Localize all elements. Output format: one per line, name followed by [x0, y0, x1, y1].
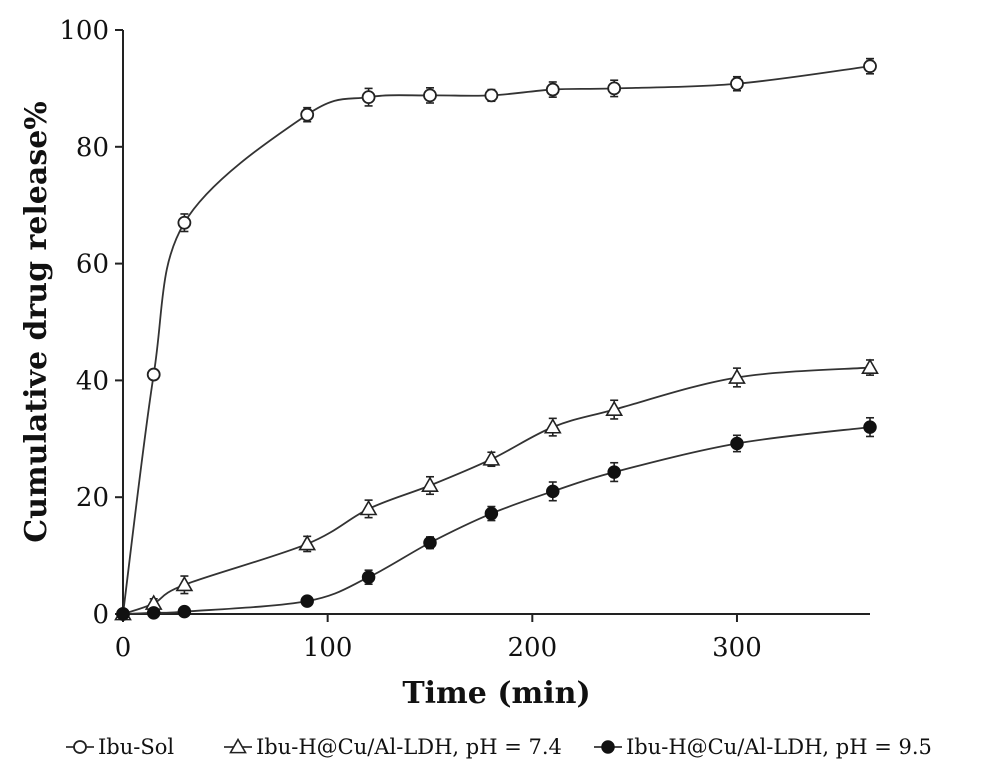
y-axis-title: Cumulative drug release%	[19, 101, 54, 543]
data-point	[300, 107, 315, 122]
data-point	[863, 420, 877, 434]
legend-marker	[601, 740, 615, 754]
legend-label: Ibu-H@Cu/Al-LDH, pH = 9.5	[626, 735, 932, 759]
data-point	[298, 534, 317, 551]
y-ticks: 0 20 40 60 80 100	[59, 16, 123, 630]
data-point	[728, 368, 746, 384]
data-point	[300, 594, 314, 608]
data-point	[545, 82, 560, 97]
series-2	[114, 358, 879, 621]
series-3	[116, 416, 877, 621]
series-layer	[114, 57, 879, 621]
y-tick-label: 60	[76, 250, 109, 280]
data-point	[177, 215, 192, 230]
series-line	[122, 426, 871, 615]
y-tick-label: 0	[92, 600, 109, 630]
legend: Ibu-Sol Ibu-H@Cu/Al-LDH, pH = 7.4 Ibu-H@Cu…	[66, 735, 932, 759]
legend-item-1: Ibu-Sol	[66, 735, 174, 759]
data-point	[730, 436, 744, 451]
data-point	[543, 418, 562, 434]
data-point	[861, 358, 879, 374]
x-ticks: 0 100 200 300	[115, 614, 762, 663]
data-point	[361, 90, 376, 105]
data-point	[730, 76, 744, 91]
data-point	[177, 604, 192, 619]
data-point	[146, 367, 161, 382]
axes: 0 100 200 300 0 20 40 60 80 100	[59, 16, 870, 663]
data-point	[546, 484, 560, 499]
data-point	[116, 607, 130, 621]
y-tick-label: 100	[59, 16, 109, 46]
x-tick-label: 300	[712, 633, 762, 663]
legend-item-2: Ibu-H@Cu/Al-LDH, pH = 7.4	[224, 735, 562, 759]
legend-marker	[229, 737, 247, 754]
data-point	[482, 450, 501, 466]
data-point	[484, 506, 499, 521]
data-point	[146, 606, 161, 620]
x-tick-label: 0	[115, 633, 132, 663]
y-tick-label: 40	[76, 366, 109, 396]
data-point	[423, 88, 437, 103]
data-point	[175, 575, 194, 592]
legend-item-3: Ibu-H@Cu/Al-LDH, pH = 9.5	[594, 735, 932, 759]
series-line	[122, 65, 871, 615]
data-point	[863, 59, 877, 74]
series-1	[116, 57, 877, 621]
data-point	[605, 400, 624, 417]
legend-label: Ibu-Sol	[98, 735, 174, 759]
data-point	[361, 570, 376, 584]
data-point	[484, 88, 499, 103]
data-point	[359, 499, 378, 516]
series-line	[122, 366, 871, 615]
data-point	[607, 81, 622, 96]
data-point	[421, 476, 439, 492]
legend-marker	[73, 740, 87, 754]
x-tick-label: 200	[507, 633, 557, 663]
data-point	[607, 465, 621, 479]
x-tick-label: 100	[303, 633, 353, 663]
y-tick-label: 80	[76, 133, 109, 163]
data-point	[423, 536, 437, 550]
y-tick-label: 20	[76, 483, 109, 513]
legend-label: Ibu-H@Cu/Al-LDH, pH = 7.4	[256, 735, 562, 759]
x-axis-title: Time (min)	[402, 676, 590, 711]
